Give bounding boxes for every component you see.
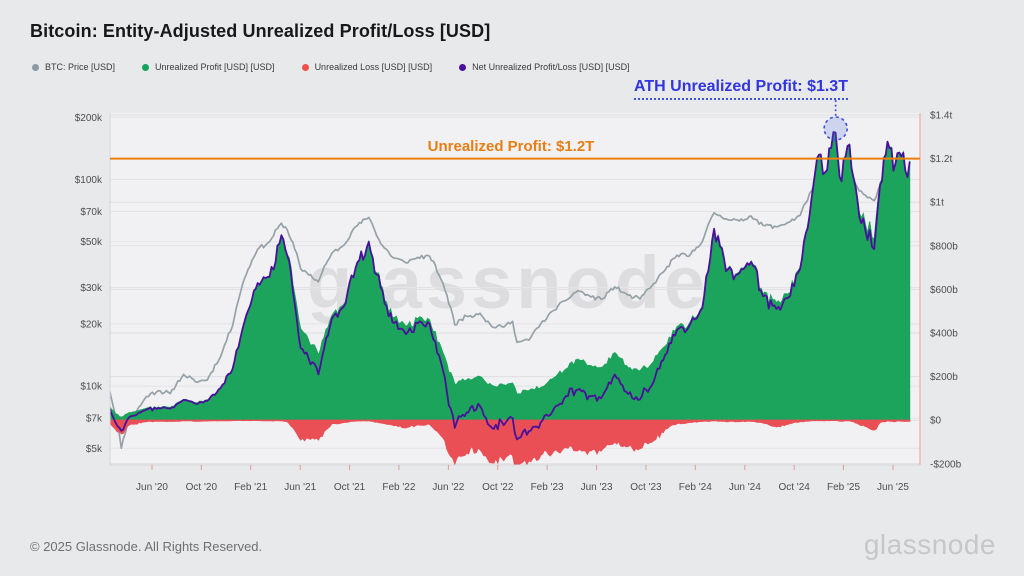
copyright-text: © 2025 Glassnode. All Rights Reserved. [30, 539, 263, 554]
legend-item: Unrealized Loss [USD] [USD] [301, 62, 433, 72]
left-axis-tick-label: $7k [86, 414, 103, 425]
x-axis-tick-label: Feb '21 [234, 482, 267, 493]
x-axis-tick-label: Jun '20 [136, 482, 168, 493]
right-axis-tick-label: $800b [930, 241, 958, 252]
right-axis-tick-label: -$200b [930, 459, 962, 470]
left-axis-tick-label: $70k [80, 207, 103, 218]
legend: BTC: Price [USD] Unrealized Profit [USD] … [32, 62, 630, 72]
legend-item: Unrealized Profit [USD] [USD] [142, 62, 275, 72]
left-axis-tick-label: $5k [86, 444, 103, 455]
net-unrealized-pl-line-series [110, 131, 911, 441]
legend-item: BTC: Price [USD] [32, 62, 115, 72]
x-axis-tick-label: Oct '24 [778, 482, 810, 493]
x-axis-tick-label: Feb '22 [382, 482, 415, 493]
legend-item: Net Unrealized Profit/Loss [USD] [USD] [459, 62, 630, 72]
legend-dot-icon [301, 63, 309, 71]
x-axis-tick-label: Oct '22 [482, 482, 514, 493]
legend-label: Unrealized Profit [USD] [USD] [155, 62, 275, 72]
x-axis-tick-label: Oct '23 [630, 482, 662, 493]
x-axis-tick-label: Jun '25 [877, 482, 909, 493]
x-axis-tick-label: Jun '24 [729, 482, 761, 493]
legend-dot-icon [142, 63, 150, 71]
legend-label: Unrealized Loss [USD] [USD] [314, 62, 433, 72]
x-axis-tick-label: Feb '24 [679, 482, 712, 493]
right-axis-tick-label: $200b [930, 372, 958, 383]
x-axis-tick-label: Feb '25 [827, 482, 860, 493]
right-axis-tick-label: $1.4t [930, 111, 952, 122]
glassnode-logo: glassnode [863, 529, 996, 560]
x-axis-tick-label: Jun '21 [284, 482, 316, 493]
legend-dot-icon [459, 63, 467, 71]
x-axis-tick-label: Feb '23 [531, 482, 564, 493]
ath-highlight-circle [823, 116, 848, 141]
left-axis-tick-label: $50k [80, 237, 103, 248]
x-axis-tick-label: Oct '21 [334, 482, 366, 493]
unrealized-profit-annotation: Unrealized Profit: $1.2T [427, 138, 595, 155]
ath-unrealized-profit-annotation: ATH Unrealized Profit: $1.3T [634, 78, 848, 100]
unrealized-loss-area-series [110, 419, 911, 465]
x-axis-tick-label: Jun '22 [432, 482, 464, 493]
legend-label: Net Unrealized Profit/Loss [USD] [USD] [472, 62, 630, 72]
left-axis-tick-label: $30k [80, 283, 103, 294]
legend-dot-icon [32, 63, 39, 71]
right-axis-tick-label: $1.2t [930, 154, 952, 165]
left-axis-tick-label: $10k [80, 382, 103, 393]
right-axis-tick-label: $400b [930, 329, 958, 340]
x-axis-tick-label: Oct '20 [186, 482, 218, 493]
page-title: Bitcoin: Entity-Adjusted Unrealized Prof… [30, 21, 491, 41]
left-axis-tick-label: $20k [80, 319, 103, 330]
right-axis-tick-label: $600b [930, 285, 958, 296]
x-axis-tick-label: Jun '23 [581, 482, 613, 493]
right-axis-tick-label: $0 [930, 416, 942, 427]
left-axis-tick-label: $100k [75, 175, 103, 186]
legend-label: BTC: Price [USD] [45, 62, 116, 72]
btc-price-line-series [110, 170, 910, 450]
right-axis-tick-label: $1t [930, 198, 944, 209]
left-axis-tick-label: $200k [75, 113, 103, 124]
